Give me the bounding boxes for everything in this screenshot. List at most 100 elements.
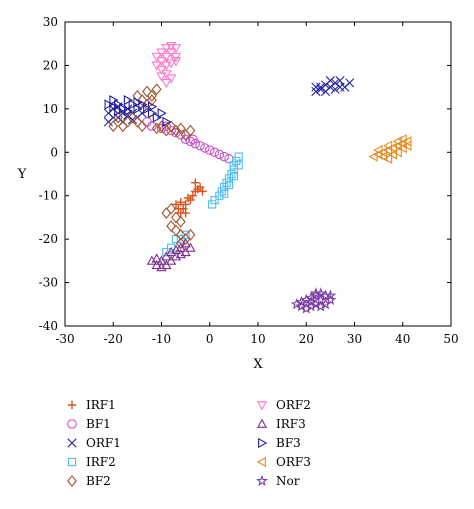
legend-marker: [258, 437, 268, 449]
series-nor: [290, 287, 337, 314]
data-point: [151, 61, 162, 71]
legend-marker: [256, 401, 268, 411]
data-point: [103, 117, 114, 127]
data-point: [156, 72, 167, 82]
legend-item-bf3: BF3: [258, 436, 301, 450]
data-point: [320, 86, 331, 97]
data-point: [387, 142, 398, 154]
data-point: [373, 144, 383, 156]
data-point: [229, 172, 238, 181]
data-point: [166, 59, 177, 69]
data-point: [123, 105, 134, 117]
y-axis-label: Y: [17, 167, 27, 182]
data-point: [151, 259, 162, 270]
y-tick-label: 10: [43, 102, 58, 116]
data-point: [147, 121, 157, 131]
series-irf3: [146, 238, 196, 272]
data-point: [185, 124, 196, 137]
data-point: [325, 76, 335, 86]
data-point: [181, 208, 190, 218]
data-point: [176, 198, 185, 207]
data-point: [188, 191, 198, 200]
data-point: [180, 134, 191, 145]
data-point: [166, 48, 177, 58]
x-tick-label: 50: [443, 332, 458, 346]
data-point: [198, 187, 207, 196]
legend: IRF1 BF1 ORF1 IRF2 BF2 ORF2 IRF3 BF3 ORF3 Nor: [67, 398, 311, 488]
series-irf1: [171, 178, 207, 218]
series-irf2: [162, 152, 243, 257]
series-orf2: [151, 41, 182, 89]
data-point: [142, 85, 152, 98]
data-point: [309, 298, 322, 310]
y-tick-label: -20: [39, 232, 58, 246]
data-point: [166, 220, 177, 233]
data-point: [200, 143, 210, 153]
legend-label: ORF1: [86, 436, 121, 450]
data-point: [133, 97, 143, 108]
data-point: [171, 224, 181, 237]
data-point: [185, 242, 196, 252]
data-point: [234, 152, 243, 161]
data-point: [156, 57, 167, 67]
y-tick-label: -10: [39, 189, 58, 203]
legend-item-orf2: ORF2: [256, 398, 311, 412]
legend-marker: [67, 438, 77, 448]
data-point: [214, 149, 225, 160]
data-point: [183, 193, 193, 203]
data-point: [175, 122, 186, 135]
data-point: [382, 140, 393, 151]
data-point: [205, 145, 215, 155]
data-point: [397, 134, 407, 145]
data-point: [324, 293, 337, 306]
y-tick-label: 0: [50, 145, 58, 159]
legend-marker: [67, 457, 77, 467]
x-tick-label: -30: [55, 332, 74, 346]
data-point: [109, 101, 119, 112]
legend-item-bf2: BF2: [67, 474, 111, 488]
data-point: [222, 178, 231, 187]
data-point: [234, 161, 243, 170]
data-point: [220, 189, 229, 198]
data-point: [397, 142, 407, 154]
data-point: [215, 191, 224, 200]
series-orf3: [368, 134, 412, 164]
data-point: [151, 52, 162, 63]
data-point: [232, 156, 241, 166]
data-point: [185, 136, 196, 147]
legend-marker: [256, 474, 268, 487]
data-point: [188, 134, 198, 145]
legend-item-bf1: BF1: [67, 417, 111, 431]
data-point: [132, 115, 143, 128]
series-bf2: [108, 83, 196, 250]
data-point: [161, 52, 172, 63]
data-point: [345, 78, 355, 88]
data-point: [109, 95, 119, 106]
data-point: [171, 200, 181, 209]
legend-item-nor: Nor: [256, 474, 300, 488]
data-point: [118, 103, 129, 114]
data-point: [191, 178, 200, 187]
data-point: [161, 61, 172, 71]
legend-item-irf2: IRF2: [67, 455, 116, 469]
data-point: [151, 83, 162, 96]
data-point: [170, 244, 182, 254]
data-point: [392, 147, 402, 158]
y-tick-label: 20: [43, 58, 58, 72]
data-point: [156, 65, 167, 76]
data-point: [335, 76, 345, 86]
data-point: [151, 253, 162, 263]
data-point: [219, 151, 229, 162]
data-point: [311, 82, 321, 92]
data-point: [171, 211, 181, 224]
data-point: [147, 101, 158, 112]
data-point: [185, 228, 196, 241]
data-point: [382, 153, 393, 164]
data-point: [161, 44, 172, 54]
data-point: [392, 136, 402, 147]
legend-item-irf3: IRF3: [256, 417, 306, 431]
legend-marker: [256, 418, 268, 428]
legend-item-orf3: ORF3: [256, 455, 311, 469]
data-point: [170, 57, 182, 67]
data-point: [156, 120, 167, 133]
